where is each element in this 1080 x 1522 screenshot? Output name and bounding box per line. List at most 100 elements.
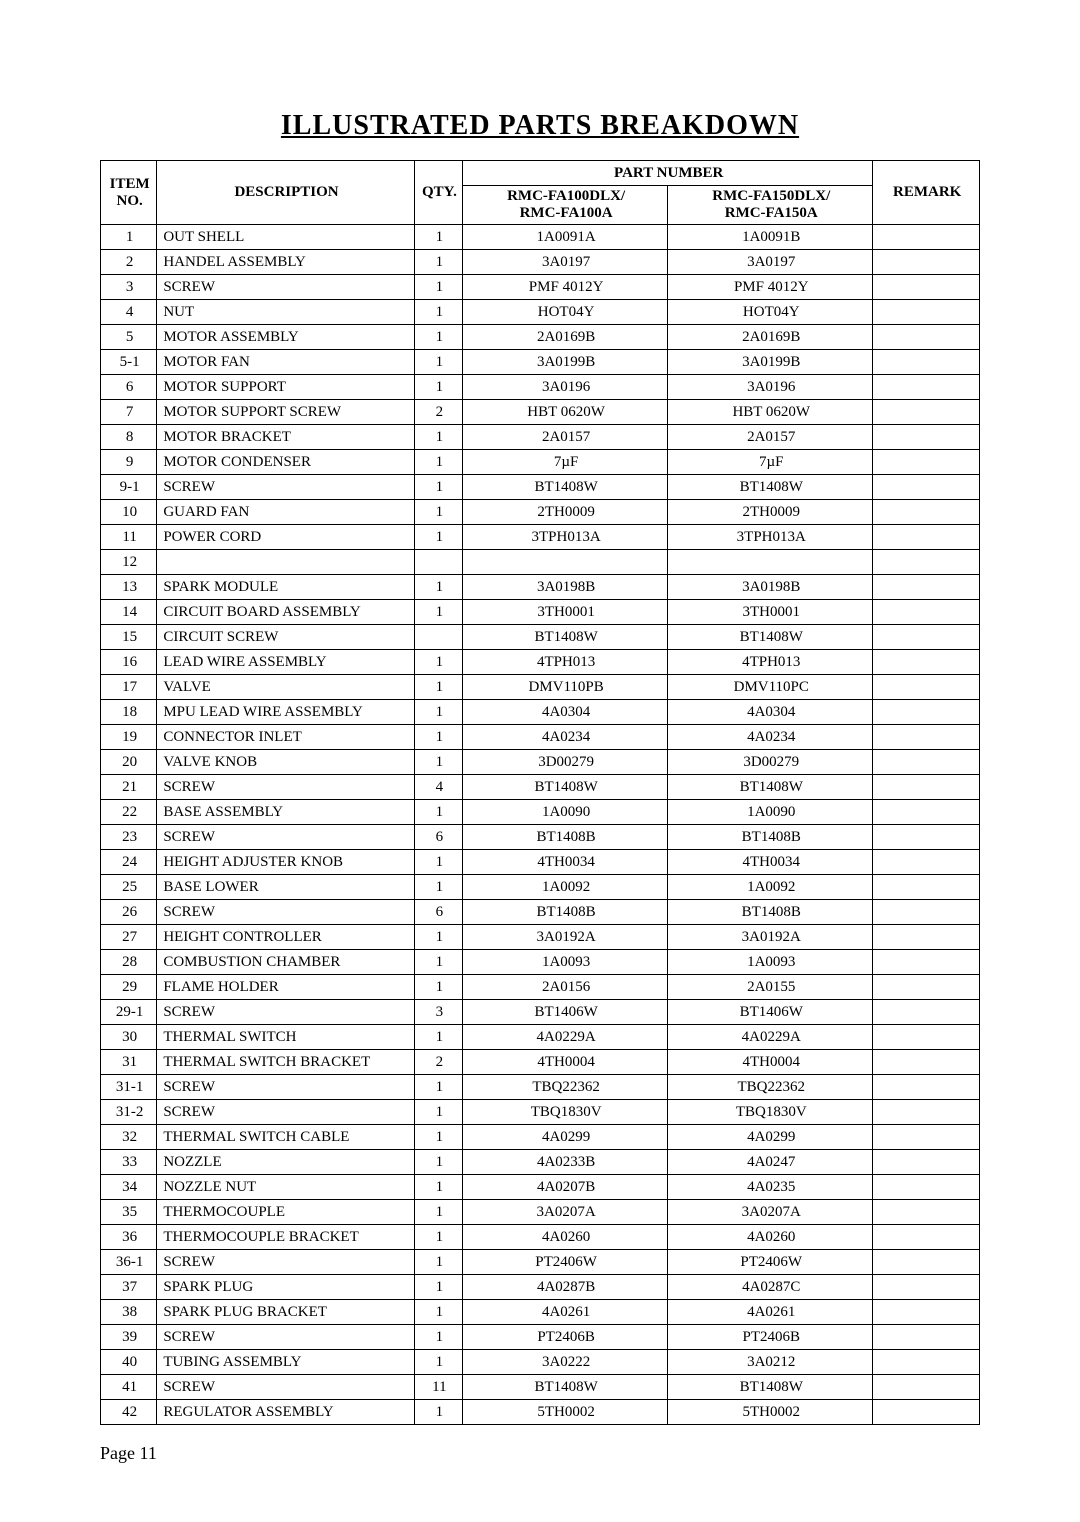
cell-remark <box>873 825 980 850</box>
header-model-a-line2: RMC-FA100A <box>520 205 613 221</box>
cell-pn-a: 3A0222 <box>463 1350 668 1375</box>
cell-remark <box>873 1200 980 1225</box>
cell-pn-a: 3TH0001 <box>463 600 668 625</box>
table-row: 36THERMOCOUPLE BRACKET14A02604A0260 <box>101 1225 980 1250</box>
cell-item-no: 29-1 <box>101 1000 157 1025</box>
cell-item-no: 8 <box>101 425 157 450</box>
table-row: 7MOTOR SUPPORT SCREW2HBT 0620WHBT 0620W <box>101 400 980 425</box>
header-item-no: ITEM NO. <box>101 161 157 225</box>
cell-pn-b: 1A0092 <box>668 875 873 900</box>
cell-remark <box>873 1275 980 1300</box>
table-row: 5-1MOTOR FAN13A0199B3A0199B <box>101 350 980 375</box>
cell-description: REGULATOR ASSEMBLY <box>157 1400 414 1425</box>
cell-remark <box>873 275 980 300</box>
cell-pn-b: 4A0235 <box>668 1175 873 1200</box>
cell-qty: 1 <box>414 1025 462 1050</box>
table-row: 11POWER CORD13TPH013A3TPH013A <box>101 525 980 550</box>
cell-pn-b: BT1408W <box>668 625 873 650</box>
cell-item-no: 36 <box>101 1225 157 1250</box>
table-row: 27HEIGHT CONTROLLER13A0192A3A0192A <box>101 925 980 950</box>
cell-remark <box>873 1125 980 1150</box>
cell-remark <box>873 375 980 400</box>
cell-description: OUT SHELL <box>157 225 414 250</box>
cell-qty: 1 <box>414 450 462 475</box>
header-qty: QTY. <box>414 161 462 225</box>
cell-remark <box>873 325 980 350</box>
cell-pn-b: 3A0197 <box>668 250 873 275</box>
cell-remark <box>873 1325 980 1350</box>
cell-pn-b: 1A0091B <box>668 225 873 250</box>
cell-pn-a: 2A0157 <box>463 425 668 450</box>
table-row: 36-1SCREW1PT2406WPT2406W <box>101 1250 980 1275</box>
cell-pn-b: 2TH0009 <box>668 500 873 525</box>
cell-description: TUBING ASSEMBLY <box>157 1350 414 1375</box>
table-row: 28COMBUSTION CHAMBER11A00931A0093 <box>101 950 980 975</box>
cell-pn-b: BT1406W <box>668 1000 873 1025</box>
cell-remark <box>873 250 980 275</box>
cell-item-no: 20 <box>101 750 157 775</box>
cell-description: SCREW <box>157 1075 414 1100</box>
cell-qty: 1 <box>414 1150 462 1175</box>
cell-description: HEIGHT ADJUSTER KNOB <box>157 850 414 875</box>
cell-description: MOTOR SUPPORT SCREW <box>157 400 414 425</box>
cell-qty: 1 <box>414 300 462 325</box>
cell-remark <box>873 675 980 700</box>
table-header: ITEM NO. DESCRIPTION QTY. PART NUMBER RE… <box>101 161 980 225</box>
cell-qty: 4 <box>414 775 462 800</box>
cell-item-no: 23 <box>101 825 157 850</box>
cell-item-no: 36-1 <box>101 1250 157 1275</box>
cell-description: NUT <box>157 300 414 325</box>
cell-qty: 1 <box>414 725 462 750</box>
table-row: 9MOTOR CONDENSER17µF7µF <box>101 450 980 475</box>
table-row: 14CIRCUIT BOARD ASSEMBLY13TH00013TH0001 <box>101 600 980 625</box>
cell-pn-a: 4A0229A <box>463 1025 668 1050</box>
cell-item-no: 26 <box>101 900 157 925</box>
cell-qty: 1 <box>414 375 462 400</box>
table-row: 38SPARK PLUG BRACKET14A02614A0261 <box>101 1300 980 1325</box>
cell-remark <box>873 775 980 800</box>
table-row: 6MOTOR SUPPORT13A01963A0196 <box>101 375 980 400</box>
table-row: 10GUARD FAN12TH00092TH0009 <box>101 500 980 525</box>
cell-pn-a: BT1408B <box>463 825 668 850</box>
cell-qty: 1 <box>414 1225 462 1250</box>
cell-remark <box>873 1300 980 1325</box>
cell-item-no: 42 <box>101 1400 157 1425</box>
table-row: 4NUT1HOT04YHOT04Y <box>101 300 980 325</box>
cell-description: VALVE <box>157 675 414 700</box>
cell-qty: 11 <box>414 1375 462 1400</box>
cell-item-no: 7 <box>101 400 157 425</box>
cell-pn-b: PT2406W <box>668 1250 873 1275</box>
cell-pn-a: 3A0199B <box>463 350 668 375</box>
cell-item-no: 33 <box>101 1150 157 1175</box>
cell-item-no: 39 <box>101 1325 157 1350</box>
table-row: 2HANDEL ASSEMBLY13A01973A0197 <box>101 250 980 275</box>
cell-item-no: 5 <box>101 325 157 350</box>
table-row: 19CONNECTOR INLET14A02344A0234 <box>101 725 980 750</box>
cell-item-no: 19 <box>101 725 157 750</box>
cell-description: POWER CORD <box>157 525 414 550</box>
table-row: 3SCREW1PMF 4012YPMF 4012Y <box>101 275 980 300</box>
cell-item-no: 12 <box>101 550 157 575</box>
page: ILLUSTRATED PARTS BREAKDOWN ITEM NO. DES… <box>0 0 1080 1504</box>
cell-pn-a: 3A0192A <box>463 925 668 950</box>
cell-item-no: 21 <box>101 775 157 800</box>
cell-description: SCREW <box>157 1000 414 1025</box>
table-row: 9-1SCREW1BT1408WBT1408W <box>101 475 980 500</box>
table-row: 12 <box>101 550 980 575</box>
cell-description: VALVE KNOB <box>157 750 414 775</box>
cell-qty: 1 <box>414 1325 462 1350</box>
cell-qty: 1 <box>414 1400 462 1425</box>
header-model-b-line2: RMC-FA150A <box>725 205 818 221</box>
cell-remark <box>873 975 980 1000</box>
cell-qty: 1 <box>414 250 462 275</box>
table-row: 37SPARK PLUG14A0287B4A0287C <box>101 1275 980 1300</box>
cell-item-no: 15 <box>101 625 157 650</box>
cell-remark <box>873 750 980 775</box>
cell-item-no: 31-2 <box>101 1100 157 1125</box>
cell-pn-b <box>668 550 873 575</box>
table-row: 39SCREW1PT2406BPT2406B <box>101 1325 980 1350</box>
cell-pn-a: 2A0169B <box>463 325 668 350</box>
header-remark: REMARK <box>873 161 980 225</box>
cell-remark <box>873 1350 980 1375</box>
cell-description: THERMAL SWITCH <box>157 1025 414 1050</box>
